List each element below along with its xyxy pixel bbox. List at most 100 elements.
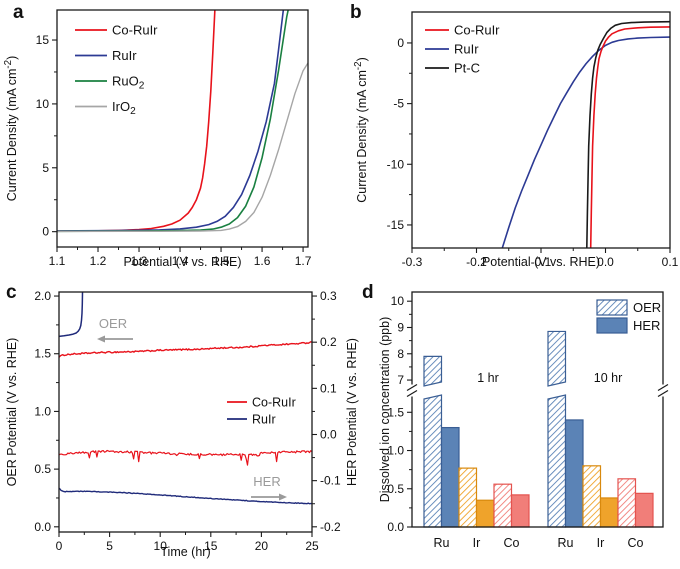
svg-text:Ru: Ru [558, 536, 574, 550]
svg-text:0: 0 [56, 539, 63, 553]
panel-c-series [59, 292, 312, 505]
svg-text:Pt-C: Pt-C [454, 61, 480, 76]
svg-text:0: 0 [397, 36, 404, 50]
bar-1hr-Co-HER [510, 494, 530, 528]
svg-text:0.2: 0.2 [320, 335, 337, 349]
svg-text:1.6: 1.6 [254, 254, 271, 268]
svg-text:-0.2: -0.2 [466, 255, 487, 269]
bar-1hr-Ru-HER [440, 426, 460, 528]
panel-label-c: c [6, 282, 17, 303]
series-ruo2 [57, 10, 289, 233]
svg-text:Co-RuIr: Co-RuIr [252, 396, 296, 410]
svg-text:15: 15 [36, 33, 50, 47]
bar-1hr-Ir-HER [475, 499, 495, 528]
svg-text:0.5: 0.5 [34, 462, 51, 476]
svg-text:1.0: 1.0 [34, 404, 51, 418]
svg-text:1.5: 1.5 [387, 405, 404, 419]
svg-text:10: 10 [36, 97, 50, 111]
svg-text:20: 20 [255, 539, 269, 553]
svg-text:Ir: Ir [473, 536, 481, 550]
svg-text:-0.3: -0.3 [402, 255, 423, 269]
panel-b-legend: Co-RuIr RuIr Pt-C [425, 23, 500, 76]
panel-b-plot: -0.3 -0.2 -0.1 0.0 0.1 0 -5 -10 -15 Potential (V … [353, 11, 679, 269]
svg-text:9: 9 [397, 320, 404, 334]
svg-text:10: 10 [154, 539, 168, 553]
svg-text:Potential (V vs. RHE): Potential (V vs. RHE) [482, 255, 600, 269]
svg-text:Ir: Ir [597, 536, 605, 550]
svg-text:Current Density (mA cm-2): Current Density (mA cm-2) [3, 56, 19, 202]
svg-text:IrO2: IrO2 [112, 99, 136, 117]
bar-1hr-Ru-OER-lower [423, 394, 443, 528]
bar-10hr-Ru-OER-upper [547, 330, 567, 387]
svg-text:Co: Co [504, 536, 520, 550]
panel-label-d: d [362, 282, 374, 303]
series-ruir [501, 36, 670, 248]
series-her-co-ruir [59, 449, 312, 466]
panel-a-legend: Co-RuIr RuIr RuO2 IrO2 [75, 23, 158, 117]
svg-text:0.0: 0.0 [387, 520, 404, 534]
svg-text:OER Potential (V vs. RHE): OER Potential (V vs. RHE) [5, 338, 19, 487]
panel-b-series [501, 20, 670, 248]
series-oer-ruir [59, 292, 84, 338]
svg-text:5: 5 [106, 539, 113, 553]
series-co-ruir [57, 10, 216, 232]
svg-text:25: 25 [305, 539, 319, 553]
svg-text:1.5: 1.5 [34, 347, 51, 361]
svg-text:1 hr: 1 hr [477, 371, 499, 385]
svg-text:10: 10 [391, 294, 405, 308]
svg-text:RuIr: RuIr [454, 42, 479, 57]
svg-text:1.0: 1.0 [387, 444, 404, 458]
svg-text:-10: -10 [387, 157, 405, 171]
bar-10hr-Co-OER [617, 478, 637, 528]
svg-text:Co-RuIr: Co-RuIr [454, 23, 500, 38]
bar-10hr-Ru-HER [564, 419, 584, 528]
svg-text:Ru: Ru [434, 536, 450, 550]
svg-text:RuO2: RuO2 [112, 74, 145, 92]
series-oer-co-ruir [59, 341, 312, 358]
bar-1hr-Co-OER [493, 483, 513, 528]
svg-text:Co: Co [628, 536, 644, 550]
svg-text:5: 5 [42, 161, 49, 175]
svg-text:10 hr: 10 hr [594, 371, 623, 385]
bar-10hr-Ir-OER [582, 465, 602, 528]
svg-text:-5: -5 [393, 97, 404, 111]
svg-text:2.0: 2.0 [34, 289, 51, 303]
svg-text:1.1: 1.1 [49, 254, 66, 268]
svg-text:0.0: 0.0 [597, 255, 614, 269]
svg-text:HER: HER [253, 474, 280, 489]
svg-text:-0.2: -0.2 [320, 520, 341, 534]
panel-label-a: a [13, 2, 24, 23]
svg-text:HER Potential (V vs. RHE): HER Potential (V vs. RHE) [345, 338, 359, 486]
svg-text:-0.1: -0.1 [531, 255, 552, 269]
panel-c-legend: Co-RuIr RuIr [227, 396, 296, 427]
panel-label-b: b [350, 2, 362, 23]
svg-text:1.5: 1.5 [213, 254, 230, 268]
bar-1hr-Ir-OER [458, 467, 478, 528]
panel-a-series [57, 10, 308, 233]
panel-c-plot: 0 5 10 15 20 25 0.0 0.5 1.0 1.5 2.0 0.3 0.2 0.1 0.0 -0.… [5, 289, 359, 559]
svg-text:0.1: 0.1 [662, 255, 679, 269]
bar-1hr-Ru-OER-upper [423, 355, 443, 387]
svg-text:8: 8 [397, 347, 404, 361]
series-pt-c [586, 20, 670, 248]
panel-a-plot: 1.1 1.2 1.3 1.4 1.5 1.6 1.7 0 5 10 15 Potential (V … [3, 9, 312, 269]
svg-text:7: 7 [397, 373, 404, 387]
svg-text:0.5: 0.5 [387, 482, 404, 496]
svg-text:0.3: 0.3 [320, 289, 337, 303]
bar-10hr-Co-HER [634, 492, 654, 528]
svg-text:15: 15 [204, 539, 218, 553]
svg-text:RuIr: RuIr [112, 48, 137, 63]
svg-text:0.0: 0.0 [320, 428, 337, 442]
svg-text:1.4: 1.4 [172, 254, 189, 268]
svg-text:OER: OER [633, 300, 661, 315]
svg-text:Time (hr): Time (hr) [160, 545, 210, 559]
series-her-ruir [59, 487, 312, 505]
svg-text:Current Density (mA cm-2): Current Density (mA cm-2) [353, 57, 369, 203]
svg-text:1.7: 1.7 [295, 254, 312, 268]
bar-10hr-Ir-HER [599, 497, 619, 528]
series-iro2 [57, 62, 308, 233]
bar-10hr-Ru-OER-lower [547, 394, 567, 528]
svg-text:0.0: 0.0 [34, 520, 51, 534]
